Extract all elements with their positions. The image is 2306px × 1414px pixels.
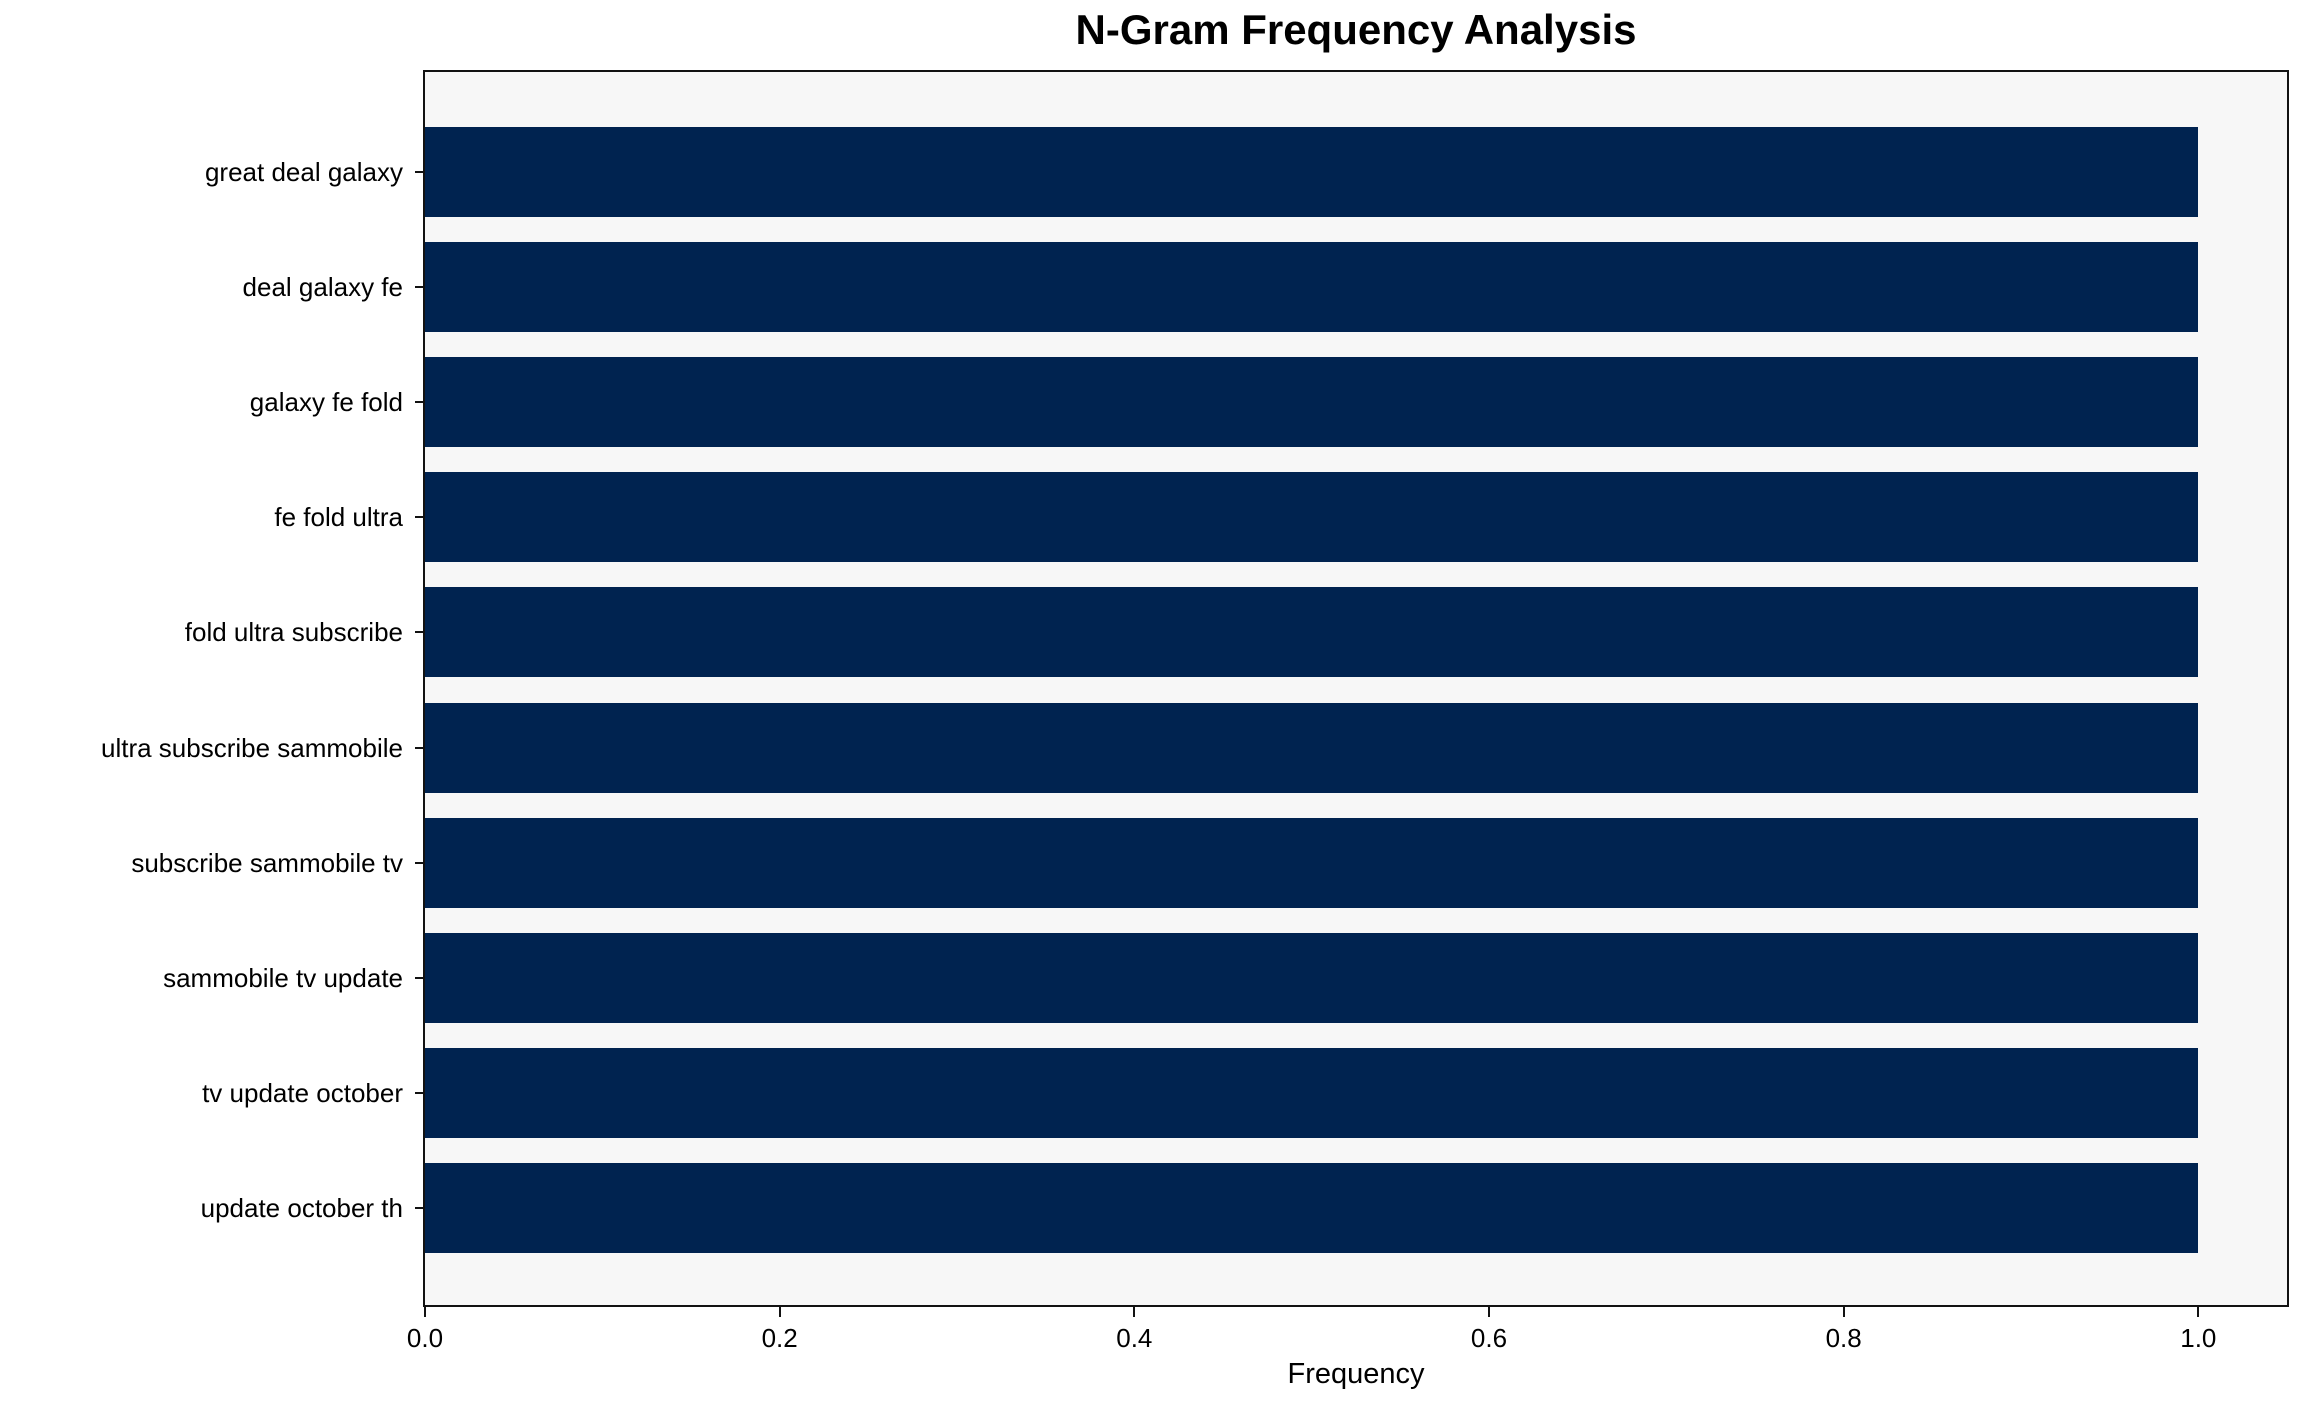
y-tick-label: subscribe sammobile tv [131, 847, 403, 878]
y-tick-mark [415, 976, 425, 979]
x-tick-mark [1842, 1305, 1845, 1317]
y-tick-mark [415, 1207, 425, 1209]
y-tick-label: fold ultra subscribe [184, 617, 403, 648]
x-tick-mark [1488, 1305, 1490, 1317]
y-tick-label: ultra subscribe sammobile [100, 732, 403, 763]
x-tick-label: 1.0 [2180, 1323, 2217, 1353]
bar [425, 932, 2199, 1023]
x-tick-mark [778, 1305, 781, 1317]
y-tick-mark [415, 861, 425, 864]
plot-area [423, 70, 2289, 1307]
bar [425, 1047, 2199, 1138]
y-tick-mark [415, 516, 425, 519]
bar [425, 127, 2199, 217]
y-tick-label: update october th [200, 1193, 403, 1223]
y-tick-mark [415, 171, 425, 173]
bar [425, 242, 2199, 333]
bar [425, 587, 2199, 678]
x-axis-label: Frequency [1287, 1358, 1425, 1390]
x-tick-label: 0.8 [1825, 1323, 1862, 1353]
x-tick-label: 0.2 [761, 1323, 798, 1353]
x-tick-mark [2197, 1305, 2200, 1317]
x-tick-mark [424, 1305, 426, 1317]
y-tick-mark [415, 286, 425, 289]
bar [425, 1163, 2199, 1253]
bar [425, 817, 2199, 908]
x-tick-label: 0.0 [406, 1323, 444, 1353]
y-tick-mark [415, 746, 425, 749]
x-tick-label: 0.6 [1470, 1323, 1508, 1353]
chart-title: N-Gram Frequency Analysis [1075, 6, 1637, 53]
y-tick-label: tv update october [202, 1077, 403, 1108]
bar [425, 357, 2199, 448]
y-tick-mark [415, 401, 425, 404]
y-tick-label: galaxy fe fold [249, 387, 403, 418]
y-tick-label: sammobile tv update [163, 962, 403, 993]
y-tick-label: great deal galaxy [204, 157, 403, 187]
bar [425, 702, 2199, 793]
bar [425, 472, 2199, 563]
x-tick-mark [1133, 1305, 1136, 1317]
y-tick-label: deal galaxy fe [242, 272, 403, 303]
x-tick-label: 0.4 [1116, 1323, 1153, 1353]
y-tick-mark [415, 631, 425, 634]
y-tick-mark [415, 1091, 425, 1094]
y-tick-label: fe fold ultra [274, 502, 403, 533]
